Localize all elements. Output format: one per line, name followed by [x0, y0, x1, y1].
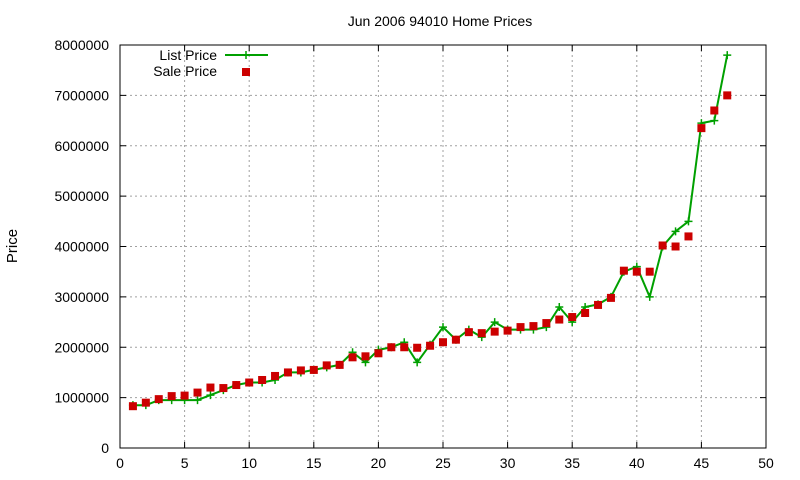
- sale-price-point: [426, 341, 435, 350]
- sale-price-point: [619, 266, 628, 275]
- x-tick-label: 30: [500, 455, 516, 471]
- y-tick-label: 8000000: [54, 37, 109, 53]
- sale-price-point: [606, 293, 615, 302]
- sale-price-point: [374, 349, 383, 358]
- axis-ticks: 0 5 10 15 20 25 30 35 40 45 50 0 1000000 2000000 30000…: [54, 37, 774, 471]
- x-tick-label: 0: [116, 455, 124, 471]
- sale-price-point: [400, 343, 409, 352]
- grid: [120, 45, 766, 448]
- legend: List Price Sale Price: [153, 47, 268, 79]
- list-price-point: [193, 396, 202, 405]
- x-tick-label: 5: [181, 455, 189, 471]
- sale-price-point: [335, 360, 344, 369]
- sale-price-point: [542, 319, 551, 328]
- list-price-point: [723, 51, 732, 60]
- x-tick-label: 20: [371, 455, 387, 471]
- x-tick-label: 10: [241, 455, 257, 471]
- y-axis-label: Price: [4, 229, 21, 263]
- sale-price-point: [141, 398, 150, 407]
- plot-area: [128, 51, 732, 411]
- plot-frame: [119, 44, 767, 449]
- sale-price-point: [271, 371, 280, 380]
- x-tick-label: 15: [306, 455, 322, 471]
- x-tick-label: 45: [694, 455, 710, 471]
- legend-marker-sale-price: [242, 68, 250, 76]
- sale-price-point: [451, 335, 460, 344]
- list-price-point: [671, 227, 680, 236]
- sale-price-point: [529, 322, 538, 331]
- sale-price-point: [697, 124, 706, 133]
- list-price-point: [206, 391, 215, 400]
- sale-price-point: [193, 388, 202, 397]
- sale-price-point: [581, 308, 590, 317]
- y-tick-label: 6000000: [54, 138, 109, 154]
- sale-price-point: [154, 395, 163, 404]
- y-tick-label: 0: [101, 440, 109, 456]
- sale-price-point: [477, 329, 486, 338]
- legend-marker-list-price: [242, 51, 250, 59]
- x-tick-label: 25: [435, 455, 451, 471]
- list-price-point: [710, 116, 719, 125]
- x-tick-label: 35: [564, 455, 580, 471]
- legend-label-sale-price: Sale Price: [153, 63, 217, 79]
- sale-price-point: [348, 353, 357, 362]
- sale-price-point: [309, 365, 318, 374]
- sale-price-point: [568, 313, 577, 322]
- sale-price-point: [245, 378, 254, 387]
- sale-price-point: [296, 366, 305, 375]
- sale-price-point: [671, 242, 680, 251]
- sale-price-point: [258, 375, 267, 384]
- sale-price-point: [128, 402, 137, 411]
- list-price-point: [684, 217, 693, 226]
- y-tick-label: 3000000: [54, 289, 109, 305]
- sale-price-point: [490, 327, 499, 336]
- sale-price-point: [723, 91, 732, 100]
- sale-price-point: [503, 326, 512, 335]
- y-tick-label: 7000000: [54, 87, 109, 103]
- y-tick-label: 1000000: [54, 390, 109, 406]
- sale-price-point: [645, 267, 654, 276]
- list-price-point: [555, 302, 564, 311]
- sale-price-point: [632, 267, 641, 276]
- legend-label-list-price: List Price: [159, 47, 217, 63]
- sale-price-point: [464, 328, 473, 337]
- x-tick-label: 40: [629, 455, 645, 471]
- sale-price-point: [232, 381, 241, 390]
- sale-price-point: [387, 343, 396, 352]
- sale-price-point: [180, 391, 189, 400]
- list-price-point: [439, 323, 447, 332]
- y-tick-label: 4000000: [54, 239, 109, 255]
- sale-price-point: [322, 361, 331, 370]
- x-tick-label: 50: [758, 455, 774, 471]
- chart-title: Jun 2006 94010 Home Prices: [348, 13, 532, 29]
- sale-price-point: [594, 300, 603, 309]
- list-price-line: [132, 54, 729, 407]
- sale-price-point: [167, 392, 176, 401]
- y-tick-label: 2000000: [54, 339, 109, 355]
- sale-price-point: [684, 232, 693, 241]
- y-tick-label: 5000000: [54, 188, 109, 204]
- list-price-point: [490, 318, 499, 327]
- sale-price-point: [219, 384, 228, 393]
- sale-price-point: [439, 338, 447, 347]
- sale-price-point: [658, 241, 667, 250]
- sale-price-point: [555, 315, 564, 324]
- sale-price-point: [206, 383, 215, 392]
- list-price-point: [413, 358, 422, 367]
- sale-price-point: [361, 352, 370, 361]
- sale-price-point: [413, 343, 422, 352]
- sale-price-point: [283, 368, 292, 377]
- sale-price-point: [710, 106, 719, 115]
- sale-price-point: [516, 323, 525, 332]
- list-price-point: [645, 292, 654, 301]
